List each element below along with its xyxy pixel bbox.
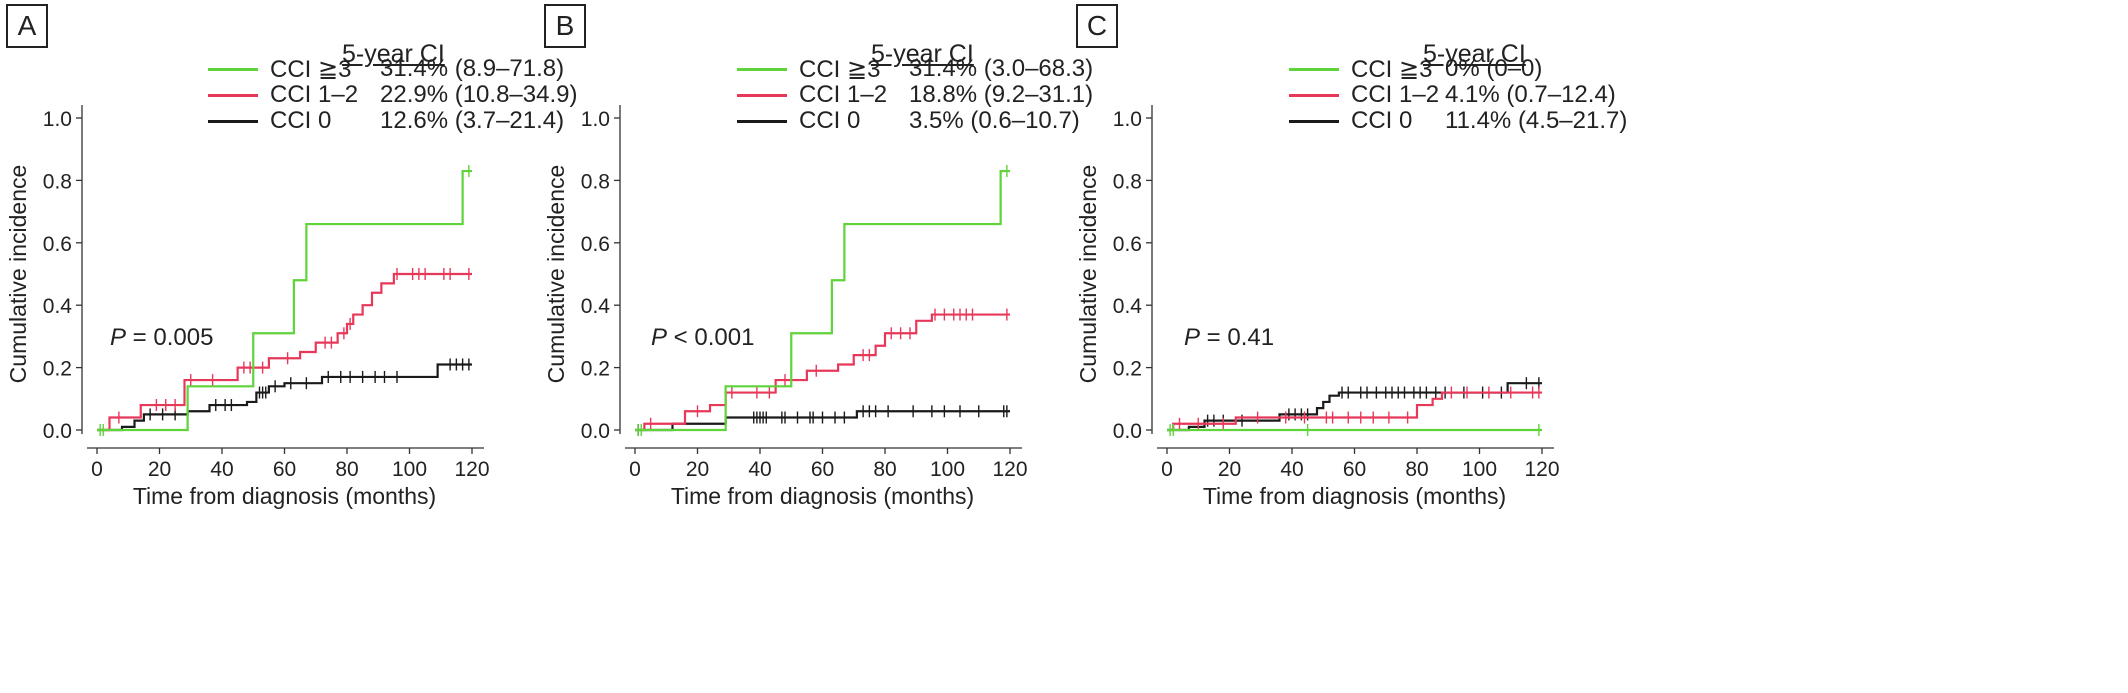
y-tick-label: 0.8 [1113, 170, 1142, 193]
legend-ci: 4.1% (0.7–12.4) [1445, 81, 1616, 108]
y-tick-label: 0.2 [1113, 358, 1142, 381]
legend-ci: 22.9% (10.8–34.9) [380, 81, 578, 108]
y-tick-label: 0.8 [43, 170, 72, 193]
y-tick-label: 0.6 [581, 233, 610, 256]
legend-swatch [1289, 120, 1339, 123]
p-value-text: = 0.41 [1200, 324, 1275, 351]
legend-swatch [208, 120, 258, 123]
legend-ci: 12.6% (3.7–21.4) [380, 107, 565, 134]
y-tick-label: 1.0 [581, 108, 610, 131]
x-tick-label: 20 [1218, 458, 1241, 481]
x-tick-label: 60 [273, 458, 296, 481]
x-tick-label: 60 [811, 458, 834, 481]
y-tick-label: 1.0 [1113, 108, 1142, 131]
x-tick-label: 60 [1343, 458, 1366, 481]
legend-ci: 11.4% (4.5–21.7) [1445, 107, 1628, 134]
p-value-symbol: P [1184, 324, 1201, 351]
plot-area: 0.0 0.2 0.4 0.6 0.8 1.0 0 20 40 60 80 100 120 Time fr… [543, 105, 1028, 509]
series-line-green [635, 169, 1010, 432]
legend-title: 5-year CI [871, 40, 974, 68]
x-tick-label: 0 [1161, 458, 1173, 481]
legend-label: CCI 1–2 [1351, 81, 1440, 108]
p-value: P = 0.41 [1184, 324, 1274, 352]
p-value: P = 0.005 [110, 324, 213, 352]
legend-ci: 3.5% (0.6–10.7) [909, 107, 1080, 134]
panel-c: C 5-year CI CCI ≧3 0% (0–0) CCI 1–2 4.1%… [1070, 0, 1779, 693]
x-tick-label: 120 [1524, 458, 1559, 481]
p-value-text: = 0.005 [126, 324, 214, 351]
y-axis-label: Cumulative incidence [543, 165, 569, 384]
legend-ci: 31.4% (8.9–71.8) [380, 55, 565, 82]
y-tick-label: 0.4 [43, 295, 73, 318]
x-tick-label: 20 [686, 458, 709, 481]
y-tick-label: 0.0 [581, 420, 610, 443]
x-tick-label: 40 [1280, 458, 1303, 481]
y-axis-label: Cumulative incidence [5, 165, 31, 384]
y-tick-label: 0.2 [581, 358, 610, 381]
legend-label: CCI 0 [270, 107, 332, 134]
x-tick-label: 20 [148, 458, 171, 481]
legend-swatch [737, 68, 787, 71]
y-tick-label: 0.6 [43, 233, 72, 256]
x-tick-label: 100 [392, 458, 427, 481]
legend-label: CCI 1–2 [799, 81, 888, 108]
legend-label: CCI 0 [799, 107, 861, 134]
legend-label: CCI ≧3 [270, 56, 352, 83]
y-tick-label: 0.2 [43, 358, 72, 381]
x-tick-label: 80 [335, 458, 358, 481]
legend-label: CCI ≧3 [1351, 56, 1433, 83]
y-tick-label: 0.4 [581, 295, 611, 318]
x-tick-label: 100 [1462, 458, 1497, 481]
legend-swatch [208, 94, 258, 97]
legend-label: CCI 0 [1351, 107, 1413, 134]
x-tick-label: 80 [873, 458, 896, 481]
x-tick-label: 40 [210, 458, 233, 481]
x-tick-label: 100 [930, 458, 965, 481]
series-line-green [97, 169, 472, 432]
panel-label: C [1076, 4, 1118, 48]
y-tick-label: 1.0 [43, 108, 72, 131]
x-axis-label: Time from diagnosis (months) [671, 483, 974, 509]
legend-swatch [1289, 68, 1339, 71]
p-value: P < 0.001 [651, 324, 754, 352]
legend-swatch [737, 120, 787, 123]
legend-swatch [737, 94, 787, 97]
legend-swatch [1289, 94, 1339, 97]
y-axis-label: Cumulative incidence [1075, 165, 1101, 384]
x-tick-label: 120 [992, 458, 1027, 481]
legend-ci: 31.4% (3.0–68.3) [909, 55, 1094, 82]
plot-area: 0.0 0.2 0.4 0.6 0.8 1.0 0 20 40 60 80 100 120 Time fr… [5, 105, 490, 509]
p-value-symbol: P [651, 324, 668, 351]
x-tick-label: 0 [629, 458, 641, 481]
legend-title: 5-year CI [1423, 40, 1526, 68]
legend-ci: 18.8% (9.2–31.1) [909, 81, 1094, 108]
legend-label: CCI 1–2 [270, 81, 359, 108]
x-axis-label: Time from diagnosis (months) [133, 483, 436, 509]
plot-area: 0.0 0.2 0.4 0.6 0.8 1.0 0 20 40 60 80 100 120 Time fr… [1075, 105, 1560, 509]
y-tick-label: 0.4 [1113, 295, 1143, 318]
legend-swatch [208, 68, 258, 71]
panel-label: A [6, 4, 48, 48]
x-tick-label: 120 [454, 458, 489, 481]
panel-b: B 5-year CI CCI ≧3 31.4% (3.0–68.3) CCI … [538, 0, 1247, 693]
series-line-black [97, 363, 472, 432]
series-line-red [635, 313, 1010, 432]
panel-a: A 5-year CI CCI ≧3 31.4% (8.9–71.8) CCI … [0, 0, 709, 693]
p-value-symbol: P [110, 324, 127, 351]
x-tick-label: 0 [91, 458, 103, 481]
y-tick-label: 0.0 [43, 420, 72, 443]
y-tick-label: 0.6 [1113, 233, 1142, 256]
legend-label: CCI ≧3 [799, 56, 881, 83]
legend-ci: 0% (0–0) [1445, 55, 1543, 82]
legend-title: 5-year CI [342, 40, 445, 68]
y-tick-label: 0.8 [581, 170, 610, 193]
x-axis-label: Time from diagnosis (months) [1203, 483, 1506, 509]
p-value-text: < 0.001 [667, 324, 755, 351]
panel-label: B [544, 4, 586, 48]
x-tick-label: 40 [748, 458, 771, 481]
x-tick-label: 80 [1405, 458, 1428, 481]
y-tick-label: 0.0 [1113, 420, 1142, 443]
series-line-red [97, 272, 472, 432]
